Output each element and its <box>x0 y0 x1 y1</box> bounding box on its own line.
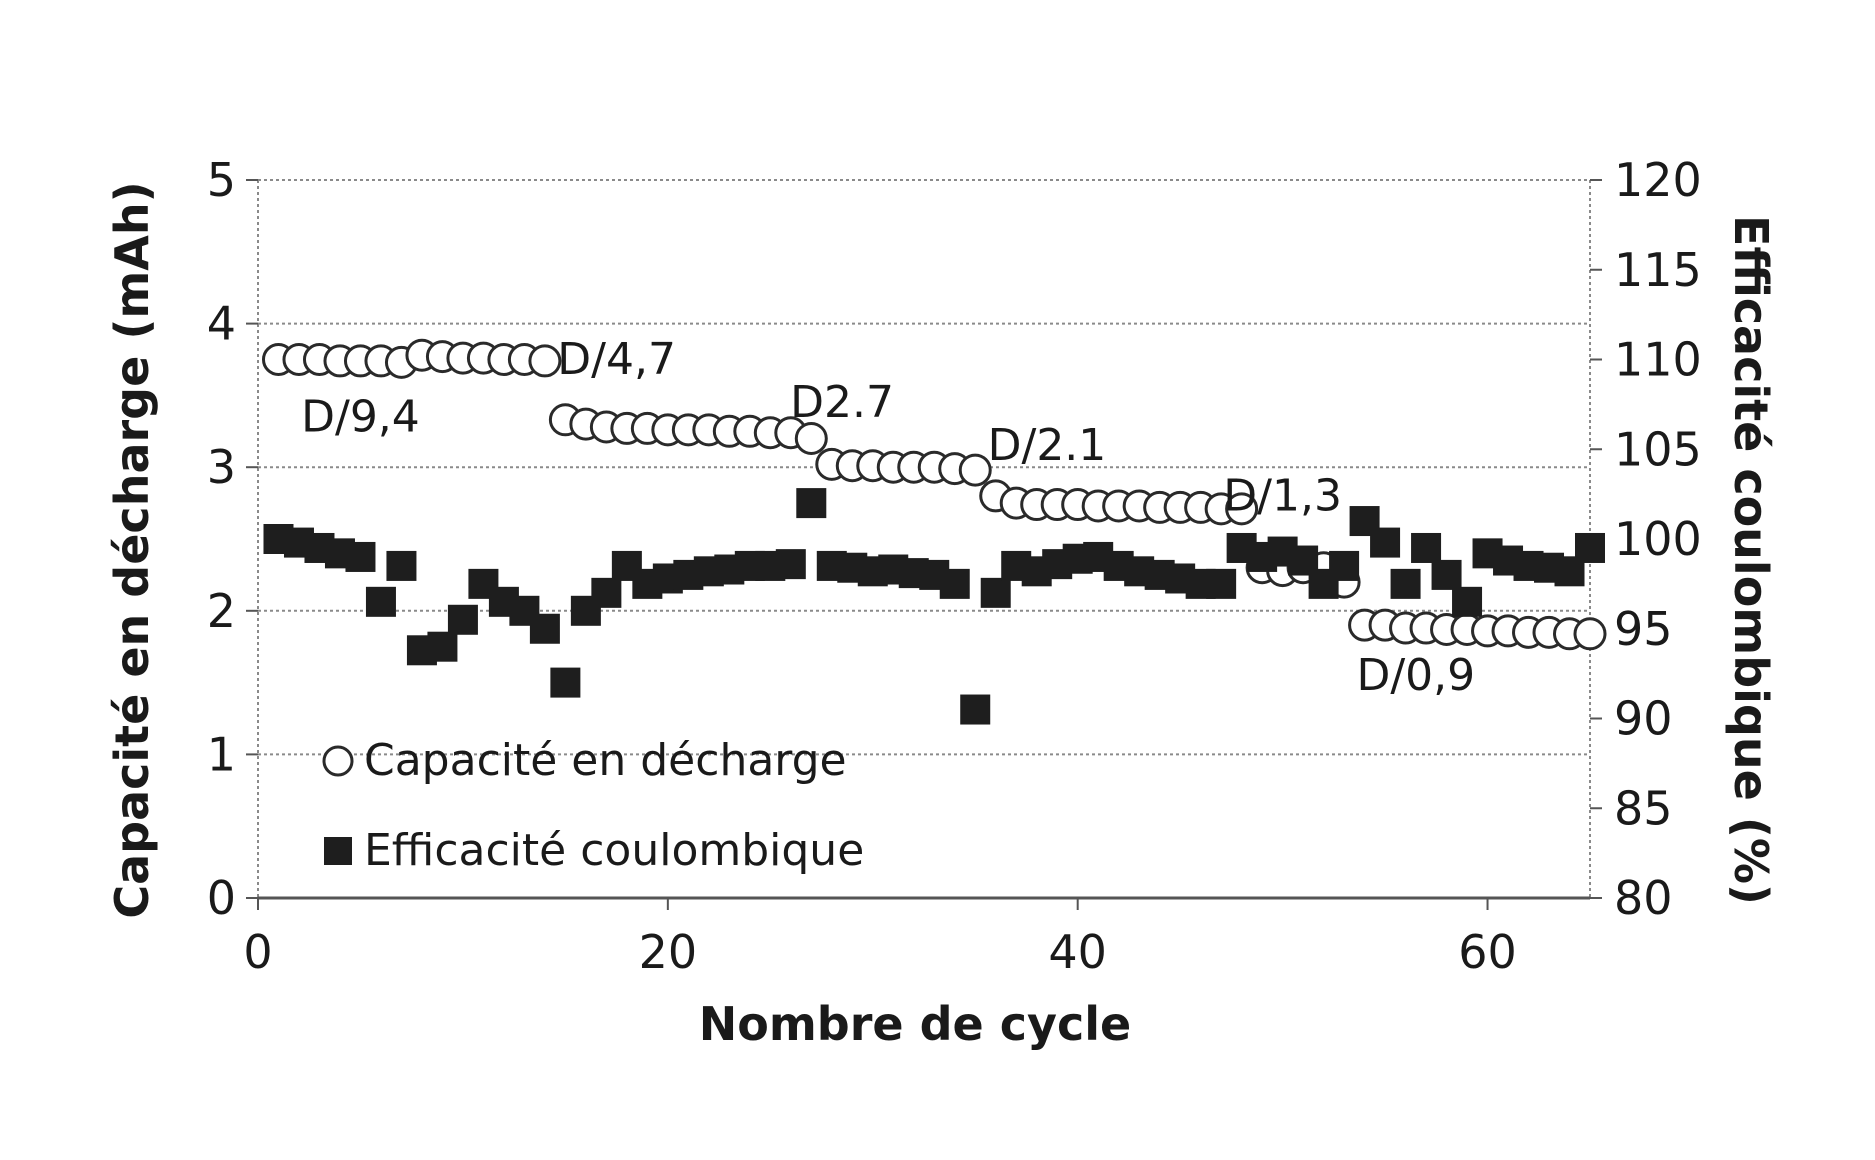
y-right-tick-label: 95 <box>1614 602 1673 656</box>
y-right-tick-label: 100 <box>1614 512 1702 566</box>
capacity-point <box>1225 492 1259 526</box>
efficiency-point <box>1411 532 1442 563</box>
rate-annotation: D/1,3 <box>1223 470 1342 521</box>
efficiency-point <box>1575 532 1605 563</box>
y-right-axis-title: Efficacité coulombique (%) <box>1724 215 1778 905</box>
efficiency-point <box>796 488 827 519</box>
efficiency-point <box>365 586 396 617</box>
legend-label: Capacité en décharge <box>364 735 847 786</box>
x-tick-label: 60 <box>1458 925 1517 979</box>
y-right-tick-label: 80 <box>1614 871 1673 925</box>
annotations: D/9,4 D/4,7 D2.7 D/2.1 D/1,3 D/0,9 <box>301 334 1475 701</box>
rate-annotation: D/2.1 <box>988 420 1107 471</box>
capacity-point <box>528 344 562 378</box>
x-axis-title: Nombre de cycle <box>699 997 1132 1051</box>
y-left-tick-label: 4 <box>207 297 236 351</box>
efficiency-point <box>529 613 560 644</box>
rate-annotation: D/0,9 <box>1356 650 1475 701</box>
plot-frame <box>257 180 1591 900</box>
capacity-point <box>958 453 992 487</box>
rate-annotation: D2.7 <box>790 377 894 428</box>
efficiency-point <box>447 604 478 635</box>
capacity-point <box>1573 617 1607 651</box>
efficiency-point <box>980 577 1011 608</box>
efficiency-point <box>427 631 458 662</box>
efficiency-point <box>345 541 376 572</box>
efficiency-point <box>775 549 806 580</box>
legend-filled-square-icon <box>324 837 352 865</box>
legend: Capacité en décharge Efficacité coulombiq… <box>322 735 864 876</box>
y-right-tick-label: 110 <box>1614 333 1702 387</box>
efficiency-point <box>939 568 970 599</box>
y-left-tick-label: 2 <box>207 584 236 638</box>
y-right-tick-label: 120 <box>1614 153 1702 207</box>
efficiency-point <box>1431 559 1462 590</box>
efficiency-point <box>1390 568 1421 599</box>
y-right-tick-label: 105 <box>1614 422 1702 476</box>
axis-ticks: 0 20 40 60 0 1 2 3 4 5 80 85 90 95 100 105 110 115 120 <box>207 153 1702 979</box>
efficiency-point <box>1206 568 1237 599</box>
rate-annotation: D/9,4 <box>301 391 420 442</box>
y-left-tick-label: 3 <box>207 440 236 494</box>
y-left-tick-label: 1 <box>207 727 236 781</box>
efficiency-point <box>960 694 991 725</box>
rate-annotation: D/4,7 <box>557 334 676 385</box>
efficiency-point <box>1370 527 1401 558</box>
efficiency-point <box>550 667 581 698</box>
y-right-tick-label: 85 <box>1614 781 1673 835</box>
efficiency-point <box>1452 586 1483 617</box>
capacity-point <box>794 421 828 455</box>
y-left-tick-label: 0 <box>207 871 236 925</box>
legend-open-circle-icon <box>322 745 354 777</box>
y-left-axis-title: Capacité en décharge (mAh) <box>105 181 159 918</box>
y-left-tick-label: 5 <box>207 153 236 207</box>
efficiency-point <box>591 577 622 608</box>
y-right-tick-label: 90 <box>1614 692 1673 746</box>
x-tick-label: 40 <box>1048 925 1107 979</box>
x-tick-label: 0 <box>243 925 272 979</box>
efficiency-point <box>1329 550 1360 581</box>
y-right-tick-label: 115 <box>1614 243 1702 297</box>
legend-label: Efficacité coulombique <box>364 825 864 876</box>
x-tick-label: 20 <box>639 925 698 979</box>
efficiency-point <box>386 550 417 581</box>
data-marks <box>261 338 1607 725</box>
